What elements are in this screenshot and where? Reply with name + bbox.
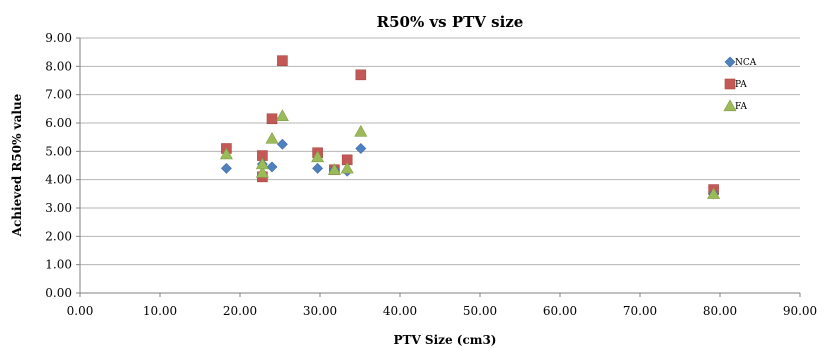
point-fa — [311, 150, 325, 163]
y-axis-label: Achieved R50% value — [10, 93, 24, 237]
point-nca — [355, 143, 367, 154]
legend-marker-pa — [724, 78, 736, 90]
tick-labels: 0.00 1.00 2.00 3.00 4.00 5.00 6.00 7.00 8.00 9.00… — [45, 31, 817, 318]
x-tick-label: 10.00 — [143, 304, 177, 318]
legend-label-pa: PA — [735, 80, 747, 90]
y-tick-label: 7.00 — [45, 88, 72, 102]
x-tick-label: 70.00 — [623, 304, 657, 318]
y-tick-label: 0.00 — [45, 286, 72, 300]
point-fa — [354, 124, 368, 137]
x-tick-label: 80.00 — [703, 304, 737, 318]
x-tick-label: 40.00 — [383, 304, 417, 318]
legend-marker-nca — [724, 56, 736, 68]
x-tick-label: 50.00 — [463, 304, 497, 318]
legend-label-nca: NCA — [735, 58, 757, 68]
y-tick-label: 6.00 — [45, 116, 72, 130]
legend-label-fa: FA — [735, 102, 747, 112]
point-nca — [266, 161, 278, 173]
point-pa — [277, 55, 288, 66]
point-fa — [340, 161, 354, 174]
y-tick-label: 5.00 — [45, 144, 72, 158]
point-nca — [220, 162, 232, 174]
x-tick-label: 90.00 — [783, 304, 817, 318]
point-pa — [266, 113, 278, 125]
y-tick-label: 8.00 — [45, 59, 72, 73]
point-fa — [707, 187, 721, 199]
chart-title: R50% vs PTV size — [377, 13, 524, 31]
point-fa — [219, 147, 233, 160]
x-tick-label: 30.00 — [303, 304, 337, 318]
x-tick-label: 20.00 — [223, 304, 257, 318]
legend: NCA PA FA — [723, 56, 757, 112]
point-fa — [265, 131, 279, 144]
point-nca — [312, 162, 324, 174]
y-tick-label: 2.00 — [45, 229, 72, 243]
x-tick-label: 0.00 — [67, 304, 94, 318]
point-nca — [276, 138, 288, 150]
y-tick-label: 3.00 — [45, 201, 72, 215]
point-fa — [275, 109, 289, 122]
y-tick-label: 4.00 — [45, 173, 72, 187]
x-tick-label: 60.00 — [543, 304, 577, 318]
point-pa — [355, 69, 367, 81]
point-fa — [255, 165, 269, 178]
point-fa — [327, 163, 341, 175]
y-tick-label: 1.00 — [45, 258, 72, 272]
axes — [76, 37, 801, 297]
x-axis-label: PTV Size (cm3) — [393, 333, 496, 347]
legend-marker-fa — [723, 99, 737, 112]
y-tick-label: 9.00 — [45, 31, 72, 45]
point-fa — [255, 157, 269, 170]
grid-lines — [80, 37, 800, 266]
data-points — [219, 55, 721, 200]
